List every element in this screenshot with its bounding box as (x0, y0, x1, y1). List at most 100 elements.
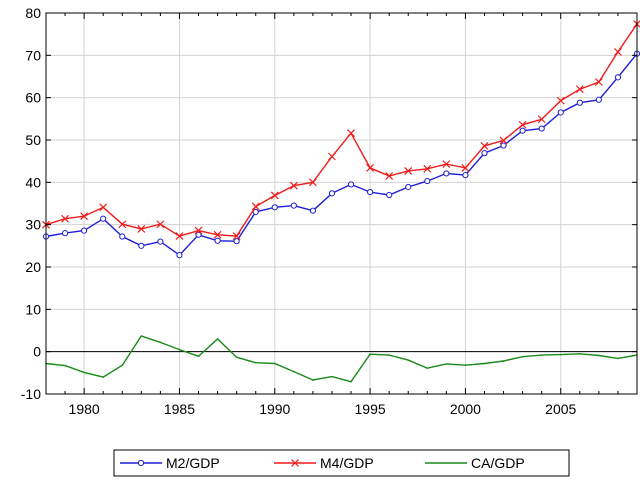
data-point (594, 78, 603, 86)
data-point (273, 362, 276, 365)
data-point (347, 129, 355, 138)
series-m2-gdp (42, 50, 640, 259)
data-point (175, 232, 184, 241)
data-point (443, 170, 450, 177)
data-point (614, 74, 622, 81)
data-point (617, 357, 619, 360)
y-tick-label: 40 (25, 174, 41, 190)
data-point (575, 85, 584, 94)
data-point (61, 230, 69, 237)
data-point (100, 215, 107, 222)
data-point (232, 232, 241, 241)
data-point (137, 224, 146, 233)
data-point (290, 202, 297, 209)
series-ca-gdp (45, 335, 638, 383)
y-tick-label: 80 (25, 5, 41, 21)
series-line-m4-gdp (45, 23, 638, 237)
legend-box (113, 449, 570, 477)
data-point (347, 181, 355, 188)
legend-label-m2-gdp: M2/GDP (166, 455, 220, 471)
data-point (538, 125, 545, 132)
data-point (540, 354, 543, 356)
plot-series (42, 20, 640, 383)
data-point (252, 208, 259, 216)
x-tick-label: 2000 (450, 401, 481, 417)
legend-label-m4-gdp: M4/GDP (320, 455, 374, 471)
data-point (64, 364, 66, 367)
data-point (614, 48, 622, 56)
x-tick-label: 2005 (545, 401, 576, 417)
series-m4-gdp (42, 20, 640, 241)
data-point (483, 362, 486, 365)
y-tick-label: 10 (25, 301, 41, 317)
data-point (350, 380, 352, 383)
data-point (178, 348, 181, 351)
data-point (331, 375, 333, 378)
data-point (445, 363, 448, 365)
data-point (159, 341, 162, 344)
series-line-ca-gdp (45, 335, 638, 383)
data-point (119, 233, 126, 240)
y-tick-label: 70 (25, 47, 41, 63)
data-point (157, 238, 164, 245)
data-point (138, 242, 145, 249)
y-tick-label: 30 (25, 217, 41, 233)
data-point (81, 227, 88, 234)
data-point (579, 352, 581, 355)
data-point (328, 152, 336, 161)
data-point (481, 150, 488, 157)
data-point (251, 202, 260, 211)
data-point (80, 212, 89, 221)
data-point (271, 204, 278, 211)
data-point (502, 360, 505, 362)
data-point (500, 142, 507, 149)
data-point (102, 376, 104, 378)
data-point (576, 99, 583, 106)
data-point (235, 356, 238, 358)
legend-marker (291, 459, 299, 467)
data-point (197, 355, 200, 358)
data-point (442, 160, 451, 169)
x-tick-label: 1985 (164, 401, 195, 417)
data-point (557, 109, 564, 116)
data-point (423, 164, 432, 173)
data-point (405, 183, 412, 191)
data-point (213, 230, 222, 239)
data-point (404, 166, 413, 175)
data-point (99, 203, 108, 212)
data-point (426, 367, 429, 369)
data-point (386, 191, 393, 199)
legend-label-ca-gdp: CA/GDP (471, 455, 525, 471)
data-point (308, 178, 317, 187)
data-point (156, 220, 165, 229)
y-tick-label: 50 (25, 132, 41, 148)
data-point (518, 120, 527, 129)
data-point (424, 177, 431, 185)
data-point (366, 164, 375, 172)
data-point (312, 379, 314, 381)
data-point (559, 353, 562, 356)
plot-frame (45, 12, 638, 395)
data-point (499, 136, 508, 145)
x-tick-label: 1980 (69, 401, 100, 417)
data-point (369, 353, 371, 356)
data-point (254, 361, 257, 364)
data-point (328, 190, 336, 197)
data-point (83, 371, 85, 374)
data-point (140, 335, 143, 337)
data-point (233, 238, 240, 245)
data-point (521, 355, 524, 358)
grid (46, 13, 637, 394)
data-point (216, 338, 219, 340)
data-point (289, 181, 298, 190)
data-point (176, 252, 183, 259)
data-point (194, 226, 203, 235)
data-point (118, 220, 127, 229)
data-point (385, 172, 394, 180)
data-point (595, 96, 602, 103)
data-point (366, 188, 374, 196)
data-point (462, 172, 469, 179)
data-point (195, 231, 202, 238)
